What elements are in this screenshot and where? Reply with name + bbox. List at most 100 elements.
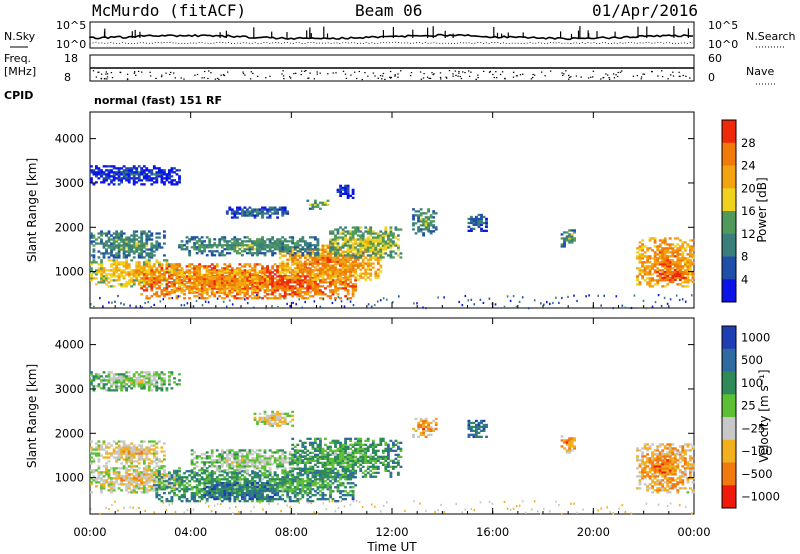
heatmap-cell <box>286 270 290 273</box>
heatmap-cell <box>301 295 305 298</box>
heatmap-cell <box>341 232 345 235</box>
heatmap-cell <box>296 244 300 247</box>
heatmap-cell <box>147 171 151 174</box>
colorbar-swatch <box>722 165 736 189</box>
heatmap-cell <box>230 289 234 293</box>
heatmap-cell <box>429 220 433 223</box>
heatmap-cell <box>361 238 365 241</box>
heatmap-cell <box>175 474 179 477</box>
heatmap-cell <box>376 262 380 265</box>
heatmap-cell <box>311 287 315 290</box>
heatmap-cell <box>145 487 149 490</box>
heatmap-cell <box>329 240 332 243</box>
heatmap-cell <box>369 242 373 245</box>
heatmap-cell <box>145 177 149 180</box>
nave-dot <box>307 77 309 79</box>
heatmap-cell <box>127 254 131 257</box>
heatmap-cell <box>288 254 292 257</box>
heatmap-cell <box>236 472 239 475</box>
heatmap-cell <box>220 285 224 289</box>
heatmap-cell <box>412 222 415 225</box>
nave-dot <box>501 71 504 73</box>
heatmap-cell <box>283 248 287 251</box>
heatmap-cell <box>374 248 378 251</box>
heatmap-cell <box>678 267 682 270</box>
heatmap-cell <box>132 252 136 255</box>
heatmap-cell <box>132 177 136 180</box>
heatmap-cell <box>301 264 305 267</box>
heatmap-cell <box>558 301 560 304</box>
heatmap-cell <box>170 273 174 276</box>
heatmap-cell <box>173 291 176 294</box>
heatmap-cell <box>334 260 337 263</box>
heatmap-cell <box>663 267 667 270</box>
heatmap-cell <box>230 267 234 270</box>
heatmap-cell <box>326 254 330 257</box>
heatmap-cell <box>281 285 285 288</box>
heatmap-cell <box>102 254 106 257</box>
heatmap-cell <box>443 296 445 299</box>
heatmap-cell <box>102 475 106 478</box>
heatmap-cell <box>180 273 184 277</box>
heatmap-cell <box>125 271 129 274</box>
heatmap-cell <box>666 278 670 281</box>
heatmap-cell <box>200 242 204 245</box>
heatmap-cell <box>686 265 690 268</box>
heatmap-cell <box>112 487 116 490</box>
heatmap-cell <box>268 216 272 219</box>
heatmap-cell <box>147 301 149 304</box>
heatmap-cell <box>641 277 645 280</box>
heatmap-cell <box>243 287 247 290</box>
heatmap-cell <box>366 242 370 245</box>
heatmap-cell <box>366 262 370 265</box>
heatmap-cell <box>293 270 297 273</box>
heatmap-cell <box>565 239 569 242</box>
heatmap-cell <box>336 244 340 247</box>
heatmap-cell <box>336 188 340 191</box>
heatmap-cell <box>293 262 297 265</box>
nave-dot <box>600 78 602 80</box>
heatmap-cell <box>301 496 305 499</box>
heatmap-cell <box>130 489 134 492</box>
heatmap-cell <box>638 281 642 284</box>
heatmap-cell <box>331 242 335 245</box>
heatmap-cell <box>225 480 229 483</box>
heatmap-cell <box>351 188 355 191</box>
heatmap-cell <box>193 492 197 495</box>
heatmap-cell <box>137 477 141 480</box>
heatmap-cell <box>376 272 380 275</box>
heatmap-cell <box>671 278 675 281</box>
heatmap-cell <box>183 472 186 475</box>
heatmap-cell <box>236 216 239 219</box>
nave-dot <box>316 73 318 75</box>
heatmap-cell <box>195 494 199 497</box>
heatmap-cell <box>125 175 129 178</box>
nave-dot <box>210 72 212 74</box>
heatmap-cell <box>135 177 139 180</box>
nave-dot <box>532 76 534 79</box>
heatmap-cell <box>661 261 665 264</box>
heatmap-cell <box>127 477 131 480</box>
heatmap-cell <box>180 281 184 284</box>
heatmap-cell <box>366 246 370 249</box>
nave-dot <box>640 76 643 78</box>
heatmap-cell <box>666 267 670 270</box>
heatmap-cell <box>341 236 345 239</box>
heatmap-cell <box>648 273 652 276</box>
heatmap-cell <box>379 266 383 269</box>
heatmap-cell <box>256 250 259 253</box>
heatmap-cell <box>120 475 124 478</box>
nave-dot <box>358 70 360 73</box>
heatmap-cell <box>145 269 149 272</box>
heatmap-cell <box>376 238 380 241</box>
heatmap-cell <box>215 250 219 253</box>
heatmap-cell <box>308 260 312 263</box>
heatmap-cell <box>263 474 267 477</box>
heatmap-cell <box>425 307 427 310</box>
heatmap-cell <box>100 479 103 482</box>
heatmap-cell <box>213 494 217 497</box>
heatmap-cell <box>205 492 209 495</box>
heatmap-cell <box>339 252 342 255</box>
heatmap-cell <box>203 480 207 483</box>
